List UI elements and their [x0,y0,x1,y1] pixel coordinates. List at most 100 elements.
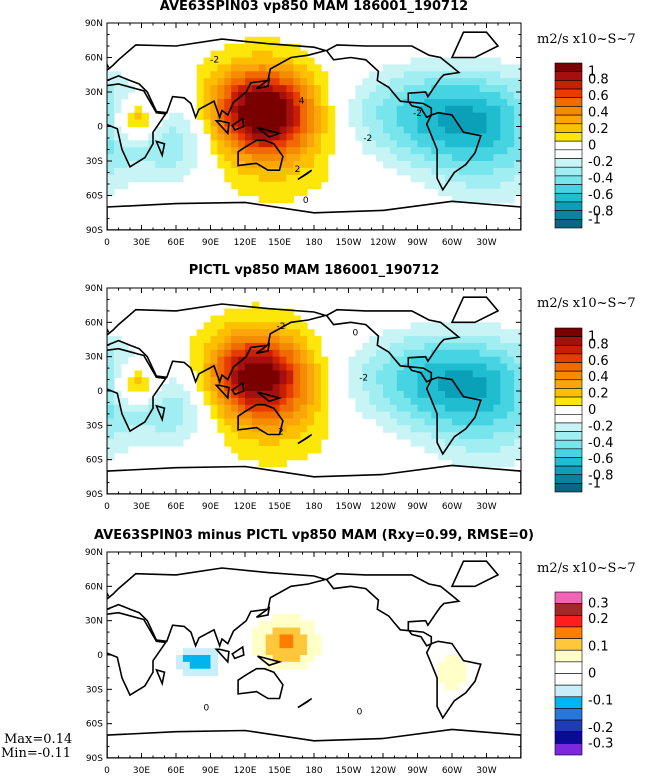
field-cell [472,384,481,392]
field-cell [300,85,308,93]
colorbar-label: 0.3 [588,597,609,612]
field-cell [286,154,294,162]
field-cell [272,329,281,337]
field-cell [458,675,467,684]
field-cell [272,432,281,440]
field-cell [438,391,446,399]
field-cell [507,432,515,440]
field-cell [196,71,205,79]
field-cell [369,98,377,107]
field-cell [251,384,260,392]
field-cell [231,43,239,52]
field-cell [307,105,315,114]
field-cell [410,154,419,162]
field-cell [279,78,287,86]
field-cell [438,119,446,128]
field-cell [465,342,474,351]
colorbar-box [554,719,583,733]
field-cell [300,439,308,447]
field-cell [265,315,274,323]
field-cell [424,445,432,454]
field-cell [107,140,115,148]
field-cell [127,377,136,385]
field-cell [348,356,356,365]
field-cell [479,432,488,440]
field-cell [472,418,481,426]
x-tick-label: 30W [476,766,496,776]
field-cell [472,439,481,447]
field-cell [272,64,281,72]
field-cell [507,195,515,203]
field-cell [300,648,308,656]
field-cell [431,370,439,378]
field-cell [376,384,384,392]
field-cell [396,404,405,413]
field-cell [465,167,474,176]
field-cell [486,126,494,134]
field-cell [286,445,294,454]
field-cell [445,391,453,399]
field-cell [148,432,156,440]
field-cell [107,71,115,79]
field-cell [251,36,260,45]
field-cell [238,391,246,399]
field-cell [500,363,508,371]
field-cell [265,105,274,114]
field-cell [389,356,398,365]
x-tick-label: 90W [407,766,427,776]
field-cell [458,161,467,169]
colorbar-label: 0.1 [588,639,609,654]
field-cell [507,418,515,426]
field-cell [162,439,170,447]
field-cell [210,356,218,365]
field-cell [314,363,322,371]
field-cell [452,370,460,378]
field-cell [458,92,467,100]
field-cell [355,133,363,141]
field-cell [514,112,521,121]
field-cell [217,64,225,72]
shaded-field [107,301,521,468]
field-cell [300,322,308,330]
field-cell [238,154,246,162]
field-cell [279,195,287,203]
field-cell [320,411,329,420]
colorbar-box [554,483,583,493]
field-cell [217,349,225,358]
y-tick-label: 60N [85,582,103,592]
field-cell [403,404,412,413]
field-cell [162,119,170,128]
field-cell [320,363,329,371]
field-cell [169,425,177,433]
field-cell [389,112,398,121]
field-cell [410,112,419,121]
field-cell [258,391,267,399]
field-cell [279,119,287,128]
field-cell [162,404,170,413]
field-cell [369,147,377,155]
field-cell [403,112,412,121]
field-cell [452,112,460,121]
field-cell [507,452,515,461]
field-cell [431,322,439,330]
field-cell [472,445,481,454]
field-cell [362,363,370,371]
coastline [257,391,283,403]
field-cell [465,154,474,162]
field-cell [224,43,232,52]
x-tick-label: 60E [167,502,184,512]
field-cell [314,71,322,79]
field-cell [224,342,232,351]
field-cell [224,147,232,155]
field-cell [507,349,515,358]
field-cell [279,329,287,337]
field-cell [465,188,474,197]
field-cell [431,384,439,392]
field-cell [452,682,460,690]
field-cell [424,336,432,344]
field-cell [217,78,225,86]
field-cell [203,98,212,107]
field-cell [410,432,419,440]
field-cell [493,452,501,461]
field-cell [265,627,274,635]
